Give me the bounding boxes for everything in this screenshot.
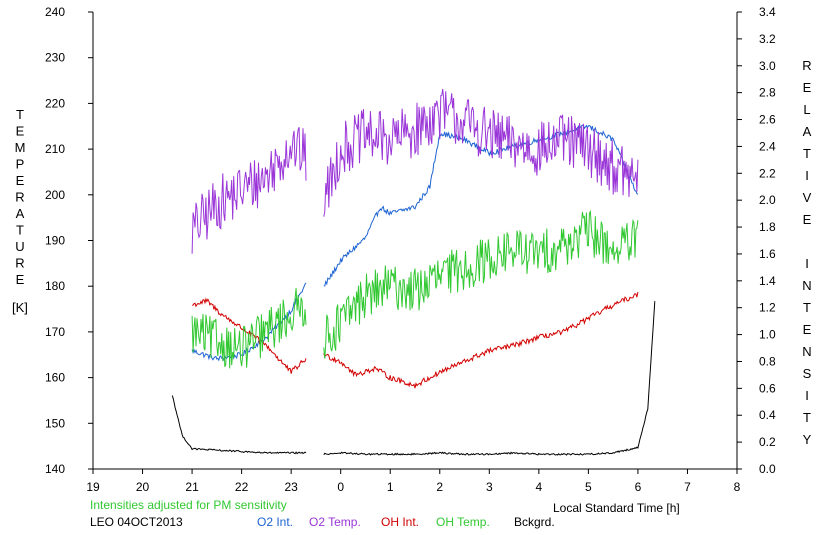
series-line-oh-temp bbox=[191, 288, 307, 369]
legend-item-o2-temp: O2 Temp. bbox=[309, 515, 361, 529]
legend-item-bckgrd: Bckgrd. bbox=[514, 515, 555, 529]
right-axis-ticks: 0.0 0.2 0.4 0.6 0.8 1.0 1.2 1.4 1.6 1.8 2.0 2.2 2.4 2… bbox=[737, 5, 776, 476]
right-tick-label: 1.6 bbox=[759, 247, 776, 261]
right-tick-label: 0.4 bbox=[759, 408, 776, 422]
right-tick-label: 1.8 bbox=[759, 220, 776, 234]
left-tick-label: 140 bbox=[45, 462, 65, 476]
right-axis-letter: E bbox=[803, 80, 812, 95]
legend-item-oh-int: OH Int. bbox=[381, 515, 419, 529]
x-tick-label: 22 bbox=[235, 480, 249, 494]
right-tick-label: 0.0 bbox=[759, 462, 776, 476]
left-axis-letter: T bbox=[16, 223, 24, 238]
x-tick-label: 8 bbox=[734, 480, 741, 494]
right-axis-letter: N bbox=[802, 344, 811, 359]
left-axis-letter: E bbox=[16, 124, 25, 139]
x-tick-label: 0 bbox=[337, 480, 344, 494]
right-axis-letter: R bbox=[802, 58, 811, 73]
legend: O2 Int. O2 Temp. OH Int. OH Temp. Bckgrd. bbox=[257, 515, 555, 529]
series-line-oh-temp bbox=[323, 209, 639, 359]
left-tick-label: 170 bbox=[45, 325, 65, 339]
right-tick-label: 1.0 bbox=[759, 328, 776, 342]
left-tick-label: 160 bbox=[45, 371, 65, 385]
right-axis-letter: E bbox=[803, 322, 812, 337]
right-axis-letter: T bbox=[803, 300, 811, 315]
series-line-oh-int bbox=[192, 297, 307, 374]
left-tick-label: 150 bbox=[45, 416, 65, 430]
x-tick-label: 21 bbox=[185, 480, 199, 494]
left-axis-letter: P bbox=[16, 157, 25, 172]
series-line-bckgrd bbox=[323, 301, 656, 456]
x-tick-label: 1 bbox=[387, 480, 394, 494]
station-label: LEO 04OCT2013 bbox=[90, 515, 183, 529]
left-axis-letter: T bbox=[16, 107, 24, 122]
series-line-o2-temp bbox=[191, 127, 307, 254]
series-line-bckgrd bbox=[171, 395, 307, 455]
left-tick-label: 220 bbox=[45, 96, 65, 110]
x-tick-label: 19 bbox=[86, 480, 100, 494]
right-tick-label: 1.4 bbox=[759, 274, 776, 288]
x-tick-label: 5 bbox=[585, 480, 592, 494]
left-tick-label: 180 bbox=[45, 279, 65, 293]
left-tick-label: 210 bbox=[45, 142, 65, 156]
right-axis-letter: E bbox=[803, 212, 812, 227]
left-axis-letter: U bbox=[15, 239, 24, 254]
right-tick-label: 2.6 bbox=[759, 113, 776, 127]
left-axis-letter: E bbox=[16, 272, 25, 287]
right-axis-letter: I bbox=[805, 168, 809, 183]
right-tick-label: 3.4 bbox=[759, 5, 776, 19]
right-axis-letter: I bbox=[805, 256, 809, 271]
left-tick-label: 240 bbox=[45, 5, 65, 19]
right-tick-label: 3.0 bbox=[759, 59, 776, 73]
left-axis-letter: M bbox=[15, 140, 26, 155]
series-layer bbox=[171, 88, 656, 456]
right-axis-letter: L bbox=[803, 102, 810, 117]
right-tick-label: 1.2 bbox=[759, 301, 776, 315]
right-tick-label: 2.8 bbox=[759, 86, 776, 100]
right-axis-letter: Y bbox=[803, 432, 812, 447]
right-tick-label: 2.2 bbox=[759, 166, 776, 180]
left-axis-letter: R bbox=[15, 256, 24, 271]
right-tick-label: 3.2 bbox=[759, 32, 776, 46]
left-axis-letter: A bbox=[16, 206, 25, 221]
left-tick-label: 230 bbox=[45, 51, 65, 65]
sensitivity-note: Intensities adjusted for PM sensitivity bbox=[90, 498, 287, 512]
series-line-oh-int bbox=[323, 291, 639, 389]
left-tick-label: 200 bbox=[45, 188, 65, 202]
x-tick-label: 2 bbox=[436, 480, 443, 494]
x-axis-ticks: 19 20 21 22 23 0 1 2 3 4 5 6 7 8 bbox=[86, 469, 741, 494]
x-tick-label: 4 bbox=[536, 480, 543, 494]
right-tick-label: 0.8 bbox=[759, 354, 776, 368]
x-tick-label: 20 bbox=[136, 480, 150, 494]
left-axis-ticks: 140 150 160 170 180 190 200 210 220 230 240 bbox=[45, 5, 93, 476]
x-tick-label: 3 bbox=[486, 480, 493, 494]
legend-item-oh-temp: OH Temp. bbox=[436, 515, 490, 529]
x-tick-label: 7 bbox=[684, 480, 691, 494]
right-axis-letter: V bbox=[803, 190, 812, 205]
left-axis-letter: E bbox=[16, 173, 25, 188]
right-axis-letter: N bbox=[802, 278, 811, 293]
left-axis-unit: [K] bbox=[12, 300, 28, 315]
legend-item-o2-int: O2 Int. bbox=[257, 515, 293, 529]
right-axis-letter: T bbox=[803, 146, 811, 161]
right-tick-label: 0.6 bbox=[759, 381, 776, 395]
plot-frame bbox=[92, 12, 738, 470]
series-line-o2-temp bbox=[323, 88, 639, 217]
right-axis-letter: S bbox=[803, 366, 812, 381]
right-tick-label: 0.2 bbox=[759, 435, 776, 449]
left-axis-letter: R bbox=[15, 190, 24, 205]
right-axis-letter: T bbox=[803, 410, 811, 425]
right-tick-label: 2.0 bbox=[759, 193, 776, 207]
right-axis-letter: I bbox=[805, 388, 809, 403]
left-tick-label: 190 bbox=[45, 234, 65, 248]
right-tick-label: 2.4 bbox=[759, 139, 776, 153]
x-axis-title: Local Standard Time [h] bbox=[553, 501, 680, 515]
x-tick-label: 6 bbox=[635, 480, 642, 494]
right-axis-letter: A bbox=[803, 124, 812, 139]
x-tick-label: 23 bbox=[284, 480, 298, 494]
